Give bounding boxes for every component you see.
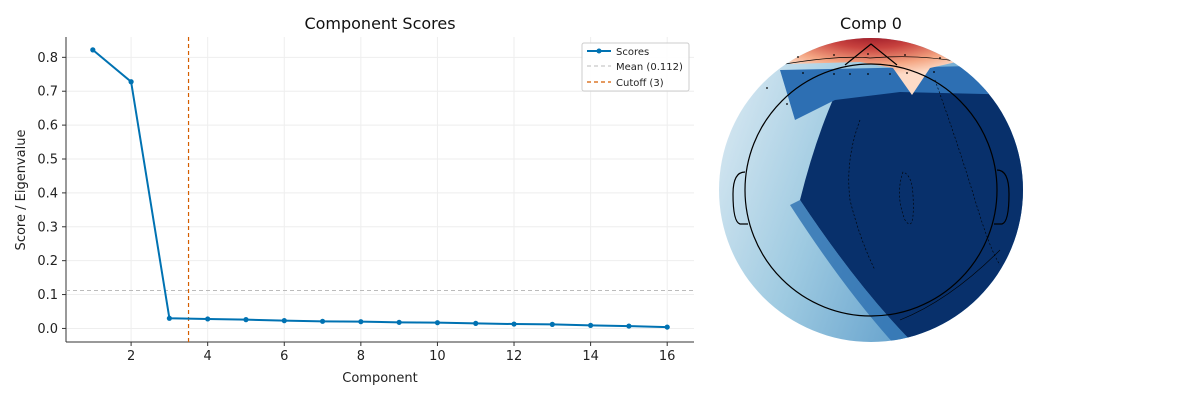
x-tick-label: 10: [429, 349, 446, 364]
legend-cutoff-label: Cutoff (3): [616, 78, 664, 89]
scores-point: [396, 319, 402, 325]
y-tick-label: 0.0: [37, 322, 58, 337]
scores-series-line: [92, 49, 668, 329]
scores-point: [128, 79, 134, 85]
topomap-comp-0: Comp 0: [719, 14, 1023, 342]
y-tick-label: 0.4: [37, 186, 58, 201]
legend: Scores Mean (0.112) Cutoff (3): [581, 42, 690, 92]
topomap-contour-bottom: [899, 249, 1001, 321]
scores-point: [473, 320, 479, 326]
legend-box: [581, 42, 690, 92]
scores-point: [511, 321, 517, 327]
scores-point: [205, 316, 211, 322]
scores-point: [281, 318, 287, 324]
y-axis-title: Score / Eigenvalue: [14, 130, 29, 251]
scores-point: [243, 317, 249, 323]
scores-point: [626, 323, 632, 329]
y-ticks: 0.0 0.1 0.2 0.3 0.4 0.5 0.6 0.7 0.8: [37, 51, 66, 337]
topomap-upper-blue: [780, 65, 1023, 120]
legend-mean-label: Mean (0.112): [616, 62, 683, 73]
nose-icon: [844, 43, 898, 66]
y-tick-label: 0.6: [37, 119, 58, 134]
scores-point: [434, 320, 441, 326]
x-tick-label: 4: [204, 349, 212, 364]
legend-scores-label: Scores: [616, 47, 649, 58]
topomap-positive-region: [780, 38, 965, 95]
scores-point: [358, 319, 364, 325]
legend-scores-marker: [596, 48, 602, 54]
scores-series-points: [90, 47, 670, 330]
x-tick-label: 16: [659, 349, 676, 364]
right-ear-icon: [994, 169, 1010, 225]
y-tick-label: 0.8: [37, 51, 58, 66]
x-tick-label: 6: [280, 349, 288, 364]
x-axis-title: Component: [342, 371, 417, 386]
y-tick-label: 0.3: [37, 220, 58, 235]
topomap-contour-top: [784, 56, 961, 65]
scores-point: [166, 315, 172, 321]
topomap-negative-region: [800, 88, 1023, 342]
left-ear-icon: [732, 171, 748, 225]
y-tick-label: 0.1: [37, 288, 58, 303]
scores-point: [588, 322, 594, 328]
horizontal-grid: [66, 56, 694, 329]
x-tick-label: 12: [506, 349, 523, 364]
x-tick-label: 2: [127, 349, 135, 364]
topomap-contour-right: [934, 79, 1001, 266]
scores-point: [549, 321, 555, 327]
topomap-transition-band: [790, 200, 915, 342]
y-tick-label: 0.5: [37, 153, 58, 168]
topomap-heatmap: [719, 38, 1023, 342]
scores-point: [319, 318, 326, 324]
x-ticks: 2 4 6 8 10 12 14 16: [127, 342, 676, 364]
sensor-markers: [766, 53, 941, 105]
scores-point: [664, 324, 670, 330]
topomap-contour-center: [899, 171, 914, 225]
topomap-title: Comp 0: [840, 14, 902, 33]
component-scores-chart: Component Scores 2 4 6 8 10 12 14 16 0.00.10.20…: [14, 14, 694, 386]
chart-title: Component Scores: [304, 14, 455, 33]
x-tick-label: 8: [357, 349, 365, 364]
x-tick-label: 14: [582, 349, 599, 364]
head-outline: [744, 63, 998, 317]
y-tick-label: 0.2: [37, 254, 58, 269]
topomap-contour-left: [848, 119, 876, 271]
y-tick-label: 0.7: [37, 85, 58, 100]
scores-point: [90, 47, 96, 53]
